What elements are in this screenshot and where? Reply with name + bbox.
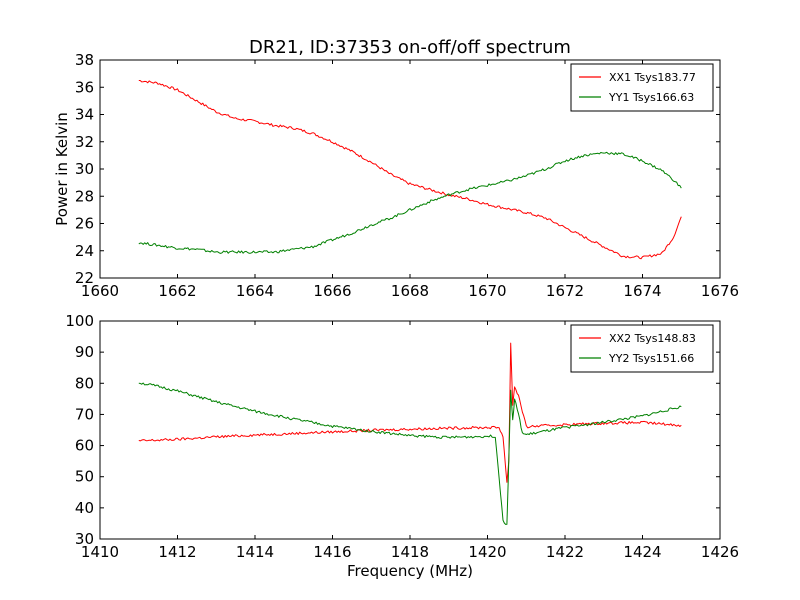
legend-label: XX1 Tsys183.77 <box>609 71 696 84</box>
x-tick-label: 1420 <box>468 543 506 561</box>
x-tick-label: 1416 <box>313 543 351 561</box>
legend-box <box>570 63 714 112</box>
y-tick-label: 34 <box>75 106 94 124</box>
x-axis-label: Frequency (MHz) <box>347 562 473 580</box>
y-tick-label: 28 <box>75 187 94 205</box>
x-tick-label: 1666 <box>313 282 351 300</box>
x-tick-label: 1414 <box>236 543 274 561</box>
x-tick-label: 1410 <box>81 543 119 561</box>
x-tick-label: 1424 <box>623 543 661 561</box>
y-tick-label: 100 <box>65 312 94 330</box>
y-tick-label: 24 <box>75 242 94 260</box>
legend-label: YY2 Tsys151.66 <box>608 352 694 365</box>
x-tick-label: 1674 <box>623 282 661 300</box>
y-tick-label: 26 <box>75 215 94 233</box>
y-tick-label: 90 <box>75 343 94 361</box>
y-tick-label: 70 <box>75 405 94 423</box>
y-tick-label: 50 <box>75 468 94 486</box>
y-tick-label: 30 <box>75 160 94 178</box>
legend-box <box>570 324 714 373</box>
legend-label: YY1 Tsys166.63 <box>608 91 694 104</box>
x-tick-label: 1418 <box>391 543 429 561</box>
x-tick-label: 1668 <box>391 282 429 300</box>
y-tick-label: 22 <box>75 269 94 287</box>
x-tick-label: 1422 <box>546 543 584 561</box>
y-tick-label: 32 <box>75 133 94 151</box>
chart-title: DR21, ID:37353 on-off/off spectrum <box>249 37 571 58</box>
y-tick-label: 36 <box>75 78 94 96</box>
x-tick-label: 1660 <box>81 282 119 300</box>
x-tick-label: 1662 <box>158 282 196 300</box>
y-tick-label: 60 <box>75 437 94 455</box>
series-line-1 <box>138 80 682 260</box>
y-tick-label: 80 <box>75 374 94 392</box>
legend: XX2 Tsys148.83 YY2 Tsys151.66 <box>570 324 714 373</box>
y-tick-label: 30 <box>75 530 94 548</box>
x-tick-label: 1412 <box>158 543 196 561</box>
x-tick-label: 1672 <box>546 282 584 300</box>
legend: XX1 Tsys183.77 YY1 Tsys166.63 <box>570 63 714 112</box>
x-tick-label: 1676 <box>701 282 739 300</box>
y-axis-label: Power in Kelvin <box>53 112 71 226</box>
x-tick-label: 1664 <box>236 282 274 300</box>
top-panel: 1660 1662 1664 1666 1668 1670 1672 1674 1676 22 24… <box>53 51 739 300</box>
y-tick-label: 40 <box>75 499 94 517</box>
x-tick-label: 1426 <box>701 543 739 561</box>
series-line-2 <box>138 382 682 525</box>
x-tick-label: 1670 <box>468 282 506 300</box>
y-tick-label: 38 <box>75 51 94 69</box>
legend-label: XX2 Tsys148.83 <box>609 332 696 345</box>
bottom-panel: 1410 1412 1414 1416 1418 1420 1422 1424 1426 30 40… <box>65 312 739 580</box>
series-line-2 <box>138 151 682 254</box>
